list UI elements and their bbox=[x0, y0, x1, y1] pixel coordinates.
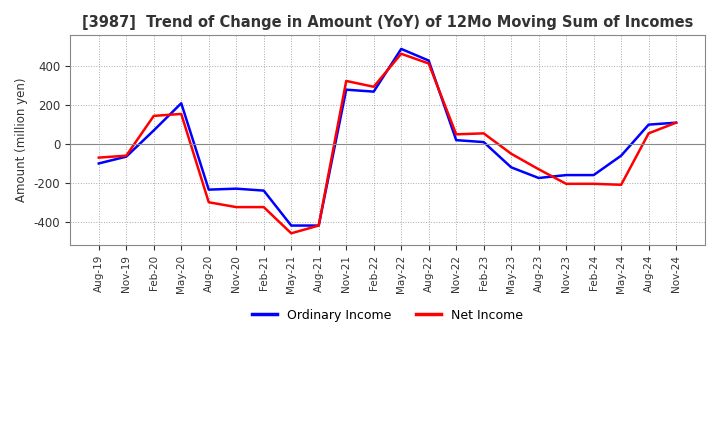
Y-axis label: Amount (million yen): Amount (million yen) bbox=[15, 78, 28, 202]
Ordinary Income bbox=[94, 161, 103, 166]
Ordinary Income bbox=[644, 122, 653, 127]
Net Income bbox=[232, 205, 240, 210]
Title: [3987]  Trend of Change in Amount (YoY) of 12Mo Moving Sum of Incomes: [3987] Trend of Change in Amount (YoY) o… bbox=[82, 15, 693, 30]
Ordinary Income bbox=[177, 101, 186, 106]
Net Income bbox=[122, 153, 130, 158]
Net Income bbox=[94, 155, 103, 160]
Net Income bbox=[507, 151, 516, 156]
Ordinary Income bbox=[562, 172, 570, 178]
Ordinary Income bbox=[452, 138, 461, 143]
Legend: Ordinary Income, Net Income: Ordinary Income, Net Income bbox=[247, 304, 528, 327]
Net Income bbox=[534, 167, 543, 172]
Ordinary Income bbox=[232, 186, 240, 191]
Ordinary Income bbox=[590, 172, 598, 178]
Ordinary Income bbox=[424, 58, 433, 63]
Ordinary Income bbox=[259, 188, 268, 193]
Net Income bbox=[204, 200, 213, 205]
Net Income bbox=[590, 181, 598, 187]
Ordinary Income bbox=[342, 87, 351, 92]
Net Income bbox=[672, 120, 680, 125]
Line: Net Income: Net Income bbox=[99, 54, 676, 233]
Net Income bbox=[315, 223, 323, 228]
Ordinary Income bbox=[204, 187, 213, 192]
Ordinary Income bbox=[150, 128, 158, 133]
Net Income bbox=[644, 131, 653, 136]
Ordinary Income bbox=[122, 154, 130, 159]
Ordinary Income bbox=[507, 165, 516, 170]
Net Income bbox=[177, 111, 186, 117]
Net Income bbox=[617, 182, 626, 187]
Ordinary Income bbox=[672, 120, 680, 125]
Ordinary Income bbox=[397, 46, 405, 51]
Ordinary Income bbox=[534, 176, 543, 181]
Net Income bbox=[562, 181, 570, 187]
Net Income bbox=[259, 205, 268, 210]
Net Income bbox=[287, 231, 295, 236]
Net Income bbox=[397, 51, 405, 56]
Net Income bbox=[480, 131, 488, 136]
Ordinary Income bbox=[369, 89, 378, 94]
Ordinary Income bbox=[617, 153, 626, 158]
Ordinary Income bbox=[287, 223, 295, 228]
Net Income bbox=[424, 61, 433, 66]
Ordinary Income bbox=[480, 139, 488, 145]
Net Income bbox=[452, 132, 461, 137]
Ordinary Income bbox=[315, 223, 323, 228]
Net Income bbox=[342, 78, 351, 84]
Net Income bbox=[150, 113, 158, 118]
Net Income bbox=[369, 84, 378, 89]
Line: Ordinary Income: Ordinary Income bbox=[99, 49, 676, 226]
